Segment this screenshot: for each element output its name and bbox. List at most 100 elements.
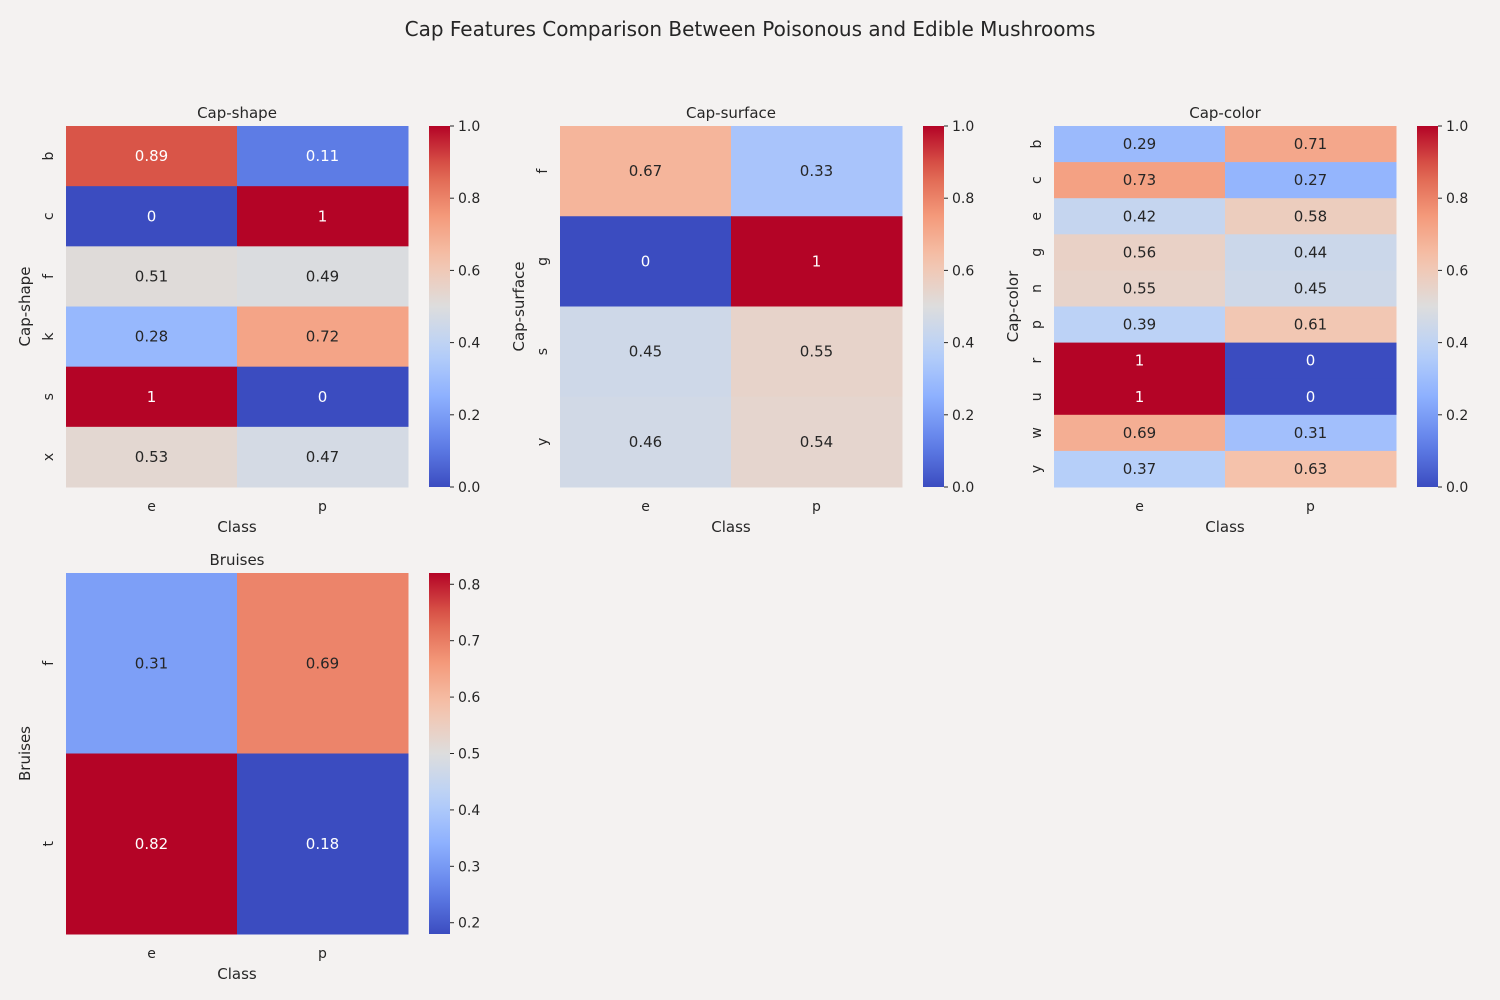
heatmap-panel-bruises: Bruises 0.31 0.69 0.82 0.18 f t e p Class Bruises 0… [16,551,480,983]
y-axis-label: Cap-shape [16,267,34,347]
colorbar-tick-label: 0.6 [952,263,974,279]
cell-value-label: 0.73 [1123,171,1156,189]
heatmap-cell [1054,234,1226,271]
y-tick-label: f [535,168,551,174]
cell-value-label: 0.45 [1294,279,1327,297]
x-axis-label: Class [217,518,257,536]
y-tick-label: c [41,212,57,220]
cell-value-label: 0.39 [1123,316,1156,334]
cell-value-label: 0.69 [1123,424,1156,442]
heatmap-cell [237,126,409,187]
y-tick-label: k [41,332,57,341]
colorbar-tick-label: 0.2 [1446,408,1468,424]
heatmap-cell [1225,270,1397,307]
heatmap-cell [1054,270,1226,307]
cell-value-label: 0.46 [629,433,662,451]
heatmap-cell [1054,198,1226,235]
colorbar-tick-label: 0.0 [458,480,480,496]
colorbar-tick-label: 0.2 [458,408,480,424]
colorbar [429,126,450,487]
y-tick-label: r [1029,358,1045,364]
y-tick-label: f [41,660,57,666]
y-tick-label: f [41,273,57,279]
cell-value-label: 0.11 [306,147,339,165]
panel-title: Cap-color [1189,104,1261,122]
heatmap-cell [1054,342,1226,380]
y-axis-label: Cap-color [1004,270,1022,342]
heatmap-cell [66,186,238,247]
heatmap-cell [560,306,732,398]
colorbar-tick-label: 0.3 [458,859,480,875]
heatmap-cell [560,396,732,488]
heatmap-panel-cap-color: Cap-color 0.29 0.71 0.73 0.27 0.42 0.58 0.56 0.4… [1004,104,1468,536]
cell-value-label: 0.89 [135,147,168,165]
x-tick-label: p [318,499,327,515]
colorbar-tick-label: 1.0 [952,119,974,135]
colorbar-tick-label: 0.8 [458,577,480,593]
heatmap-cell [1054,306,1226,344]
heatmap-cell [1225,306,1397,344]
cell-value-label: 0.56 [1123,243,1156,261]
heatmap-cell [66,246,238,307]
x-axis-label: Class [711,518,751,536]
y-tick-label: n [1029,284,1045,293]
cell-value-label: 0.55 [1123,279,1156,297]
panel-title: Cap-surface [686,104,776,122]
cell-value-label: 0.51 [135,267,168,285]
colorbar-tick-label: 0.5 [458,747,480,763]
x-tick-label: e [641,499,650,515]
heatmap-cell [731,396,903,488]
cell-value-label: 0.37 [1123,460,1156,478]
heatmap-cell [1054,378,1226,416]
heatmap-cell [237,246,409,307]
colorbar-tick-label: 0.2 [952,408,974,424]
cell-value-label: 1 [1135,352,1145,370]
cell-value-label: 0.58 [1294,207,1327,225]
cell-value-label: 0.63 [1294,460,1327,478]
y-axis-label: Cap-surface [510,261,528,351]
colorbar-tick-label: 0.4 [952,336,974,352]
cell-value-label: 0.71 [1294,135,1327,153]
heatmap-panel-cap-shape: Cap-shape 0.89 0.11 0 1 0.51 0.49 0.28 0.72 1 0 0.5… [16,104,480,536]
x-axis-label: Class [217,965,257,983]
cell-value-label: 0 [641,252,651,270]
cell-value-label: 1 [1135,388,1145,406]
colorbar-tick-label: 0.8 [1446,191,1468,207]
colorbar [429,573,450,934]
heatmap-cell [731,216,903,307]
heatmap-cell [237,753,409,935]
colorbar-tick-label: 0.6 [1446,263,1468,279]
heatmap-cell [1225,450,1397,488]
colorbar-tick-label: 0.2 [458,916,480,932]
cell-value-label: 0.29 [1123,135,1156,153]
cell-value-label: 0.67 [629,162,662,180]
cell-value-label: 1 [147,388,157,406]
y-tick-label: g [535,257,551,266]
cell-value-label: 0.31 [135,654,168,672]
colorbar [923,126,944,487]
y-tick-label: p [1029,320,1045,329]
heatmap-cell [237,366,409,428]
cell-value-label: 0.44 [1294,243,1327,261]
colorbar-tick-label: 0.0 [1446,480,1468,496]
heatmap-cell [1054,126,1226,163]
cell-value-label: 0.28 [135,328,168,346]
heatmap-cell [1225,342,1397,380]
colorbar-tick-label: 0.8 [458,191,480,207]
colorbar-tick-label: 0.6 [458,690,480,706]
cell-value-label: 0.33 [800,162,833,180]
cell-value-label: 0.42 [1123,207,1156,225]
cell-value-label: 0.55 [800,343,833,361]
heatmap-cell [1225,162,1397,199]
heatmap-cell [1225,198,1397,235]
y-tick-label: y [535,438,551,446]
cell-value-label: 0 [147,207,157,225]
cell-value-label: 0.45 [629,343,662,361]
heatmap-cell [237,186,409,247]
heatmap-cell [560,126,732,217]
cell-value-label: 0.53 [135,448,168,466]
y-tick-label: t [41,841,57,847]
y-tick-label: w [1029,427,1045,438]
heatmap-cell [237,426,409,488]
heatmap-cell [1225,234,1397,271]
